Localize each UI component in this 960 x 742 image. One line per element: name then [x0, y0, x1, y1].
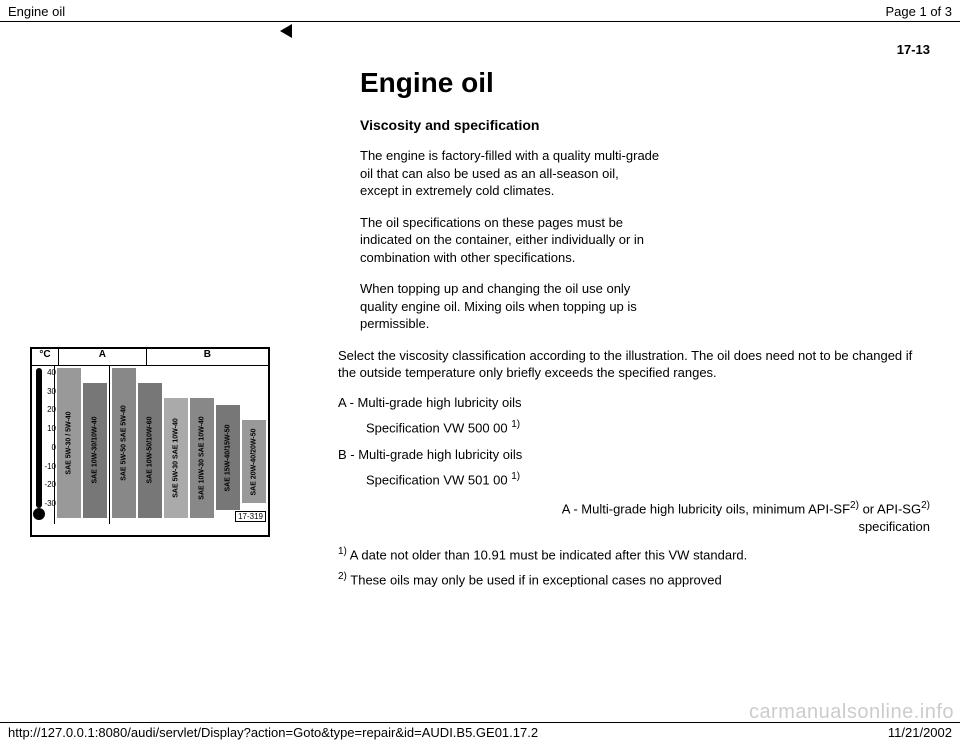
pointer-icon: [280, 24, 292, 38]
footer-date: 11/21/2002: [888, 725, 952, 740]
intro-block: Engine oil Viscosity and specification T…: [360, 67, 680, 333]
select-note: Select the viscosity classification acco…: [338, 347, 930, 382]
right-text-column: Select the viscosity classification acco…: [338, 347, 930, 589]
spec-list: A - Multi-grade high lubricity oils Spec…: [338, 394, 930, 535]
diagram-scale: 403020100-10-20-30: [32, 366, 55, 524]
header-page: Page 1 of 3: [886, 4, 953, 19]
spec-a-label: A - Multi-grade high lubricity oils: [338, 394, 930, 412]
bar-label: SAE 15W-40/15W-50: [225, 424, 232, 491]
bar-label: SAE 5W-30 / 5W-40: [66, 411, 73, 474]
bar-label: SAE 5W-50 SAE 5W-40: [121, 405, 128, 481]
spec-a-min: A - Multi-grade high lubricity oils, min…: [398, 499, 930, 535]
intro-para-1: The engine is factory-filled with a qual…: [360, 147, 660, 200]
diagram-unit: °C: [32, 349, 59, 365]
footnote-num-1: 1): [338, 546, 347, 557]
viscosity-bar: SAE 5W-30 / 5W-40: [57, 368, 81, 518]
diagram-column: °C A B 403020100-10-20-30 SAE 5W-30 / 5W…: [30, 347, 290, 537]
viscosity-bar: SAE 5W-50 SAE 5W-40: [112, 368, 136, 518]
bar-label: SAE 20W-40/20W-50: [251, 428, 258, 495]
page-number-section: 17-13: [30, 42, 930, 57]
viscosity-bar: SAE 10W-30 SAE 10W-40: [190, 398, 214, 518]
thermometer-icon: [36, 368, 42, 508]
watermark: carmanualsonline.info: [749, 701, 954, 724]
header-bar: Engine oil Page 1 of 3: [0, 0, 960, 22]
diagram-header: °C A B: [32, 349, 268, 366]
viscosity-bar: SAE 20W-40/20W-50: [242, 420, 266, 503]
viscosity-diagram: °C A B 403020100-10-20-30 SAE 5W-30 / 5W…: [30, 347, 270, 537]
viscosity-bar: SAE 5W-30 SAE 10W-40: [164, 398, 188, 518]
spec-a-value: Specification VW 500 00 1): [366, 418, 930, 437]
footer-url: http://127.0.0.1:8080/audi/servlet/Displ…: [8, 725, 538, 740]
header-title: Engine oil: [8, 4, 65, 19]
footnote-ref-2b: 2): [921, 500, 930, 511]
bar-label: SAE 5W-30 SAE 10W-40: [173, 418, 180, 497]
footnote-2: 2) These oils may only be used if in exc…: [338, 570, 930, 589]
illustration-row: °C A B 403020100-10-20-30 SAE 5W-30 / 5W…: [30, 347, 930, 589]
bar-label: SAE 10W-30/10W-40: [92, 417, 99, 484]
footnote-ref-1b: 1): [511, 471, 520, 482]
footnote-ref-1: 1): [511, 419, 520, 430]
footnote-ref-2a: 2): [850, 500, 859, 511]
page-title: Engine oil: [360, 67, 680, 99]
spec-b-label: B - Multi-grade high lubricity oils: [338, 446, 930, 464]
footer-bar: http://127.0.0.1:8080/audi/servlet/Displ…: [0, 722, 960, 742]
figure-ref: 17-319: [235, 511, 266, 522]
spec-b-value: Specification VW 501 00 1): [366, 470, 930, 489]
bar-label: SAE 10W-30 SAE 10W-40: [199, 416, 206, 499]
viscosity-bar: SAE 15W-40/15W-50: [216, 405, 240, 510]
bar-label: SAE 10W-50/10W-60: [147, 417, 154, 484]
diagram-bars-b: 17-319 SAE 5W-50 SAE 5W-40 SAE 10W-50/10W…: [110, 366, 268, 524]
subtitle: Viscosity and specification: [360, 117, 680, 133]
diagram-bars-a: SAE 5W-30 / 5W-40 SAE 10W-30/10W-40: [55, 366, 110, 524]
page-body: 17-13 Engine oil Viscosity and specifica…: [0, 22, 960, 589]
diagram-body: 403020100-10-20-30 SAE 5W-30 / 5W-40SAE …: [32, 366, 268, 524]
viscosity-bar: SAE 10W-50/10W-60: [138, 383, 162, 518]
intro-para-2: The oil specifications on these pages mu…: [360, 214, 660, 267]
footnote-1: 1) A date not older than 10.91 must be i…: [338, 545, 930, 564]
diagram-col-a-label: A: [59, 349, 147, 365]
footnote-num-2: 2): [338, 571, 347, 582]
thermometer-bulb-icon: [33, 508, 45, 520]
viscosity-bar: SAE 10W-30/10W-40: [83, 383, 107, 518]
diagram-col-b-label: B: [147, 349, 268, 365]
intro-para-3: When topping up and changing the oil use…: [360, 280, 660, 333]
